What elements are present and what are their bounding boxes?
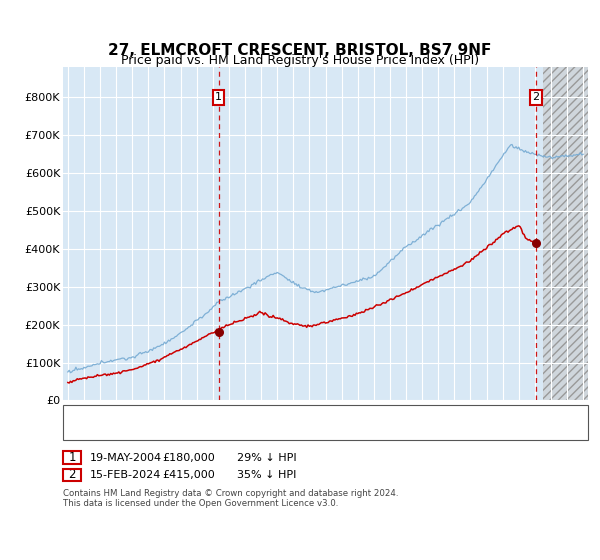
Text: 2: 2 [533, 92, 540, 102]
Text: Contains HM Land Registry data © Crown copyright and database right 2024.: Contains HM Land Registry data © Crown c… [63, 489, 398, 498]
Text: 27, ELMCROFT CRESCENT, BRISTOL, BS7 9NF (detached house): 27, ELMCROFT CRESCENT, BRISTOL, BS7 9NF … [101, 409, 417, 419]
Text: 2: 2 [68, 468, 76, 482]
Text: 1: 1 [68, 451, 76, 464]
Text: 35% ↓ HPI: 35% ↓ HPI [237, 470, 296, 480]
Text: £180,000: £180,000 [162, 452, 215, 463]
Bar [543, 67, 588, 400]
Text: 1: 1 [215, 92, 222, 102]
Text: This data is licensed under the Open Government Licence v3.0.: This data is licensed under the Open Gov… [63, 500, 338, 508]
Text: 19-MAY-2004: 19-MAY-2004 [90, 452, 162, 463]
Bar [543, 67, 588, 400]
Text: HPI: Average price, detached house, City of Bristol: HPI: Average price, detached house, City… [101, 426, 352, 436]
Text: 15-FEB-2024: 15-FEB-2024 [90, 470, 161, 480]
Text: 29% ↓ HPI: 29% ↓ HPI [237, 452, 296, 463]
Text: 27, ELMCROFT CRESCENT, BRISTOL, BS7 9NF: 27, ELMCROFT CRESCENT, BRISTOL, BS7 9NF [109, 43, 491, 58]
Text: £415,000: £415,000 [162, 470, 215, 480]
Text: Price paid vs. HM Land Registry's House Price Index (HPI): Price paid vs. HM Land Registry's House … [121, 54, 479, 67]
